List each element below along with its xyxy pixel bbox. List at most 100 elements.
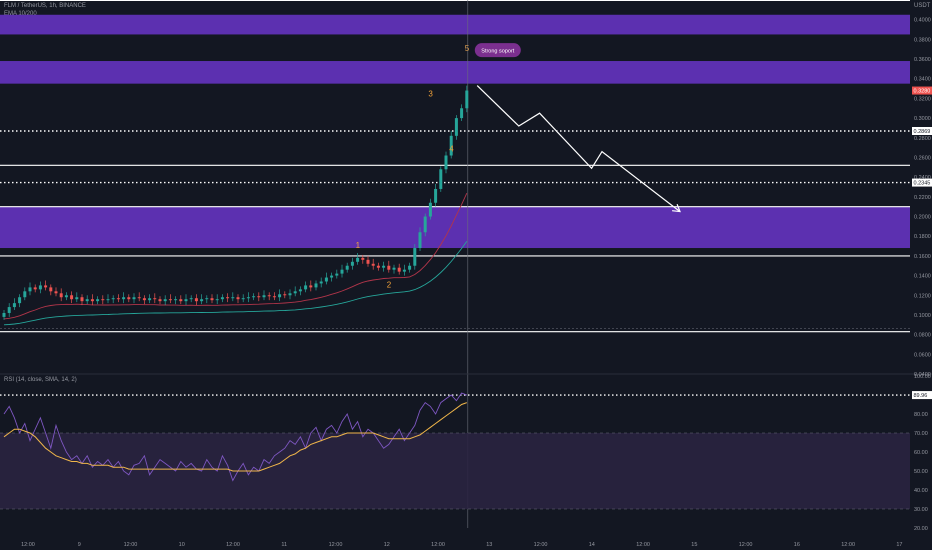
- candle-body: [345, 265, 349, 270]
- price-tick-label: 0.0400: [914, 372, 931, 378]
- time-tick-label: 17: [896, 542, 902, 548]
- candle-body: [454, 118, 458, 136]
- price-tick-label: 0.3200: [914, 96, 931, 102]
- candle-body: [262, 295, 266, 298]
- price-tick-label: 0.1600: [914, 254, 931, 260]
- zone-2: [0, 206, 910, 249]
- candle-body: [314, 283, 318, 288]
- zone-1: [0, 61, 910, 84]
- rsi-value-tag: 89.96: [914, 393, 928, 399]
- rsi-tick-label: 40.00: [914, 488, 928, 494]
- candle-body: [293, 291, 297, 294]
- candle-body: [444, 155, 448, 170]
- candle-body: [449, 135, 453, 156]
- candle-body: [220, 297, 224, 300]
- indicator-label: EMA 10/200: [4, 11, 37, 17]
- candle-body: [184, 299, 188, 302]
- candle-body: [340, 269, 344, 274]
- projection-arrowhead: [672, 203, 681, 213]
- candle-body: [392, 267, 396, 270]
- candle-body: [402, 269, 406, 272]
- price-tick-label: 0.3600: [914, 57, 931, 63]
- rsi-tick-label: 70.00: [914, 431, 928, 437]
- candle-body: [324, 277, 328, 282]
- price-tick-label: 0.0600: [914, 352, 931, 358]
- candle-body: [111, 298, 115, 300]
- rsi-value-tag-bg: [912, 391, 932, 400]
- candle-body: [252, 296, 256, 298]
- candle-body: [371, 263, 375, 266]
- candle-body: [132, 297, 136, 300]
- time-tick-label: 12:00: [431, 542, 445, 548]
- ema-lines: [3, 193, 468, 326]
- candle-body: [309, 285, 313, 288]
- price-tags: 0.3280 0.2869 0.2345 89.96: [912, 86, 932, 400]
- price-tag-0: 0.2869: [914, 129, 931, 135]
- candle-body: [361, 257, 365, 260]
- currency-label: USDT: [914, 3, 931, 9]
- ema-fast-line: [3, 193, 468, 320]
- candle-body: [189, 298, 193, 300]
- rsi-tick-label: 80.00: [914, 412, 928, 418]
- candle-body: [335, 273, 339, 276]
- candle-body: [413, 248, 417, 266]
- candle-body: [298, 289, 302, 292]
- candle-body: [168, 299, 172, 301]
- candle-body: [423, 216, 427, 233]
- rsi-band: [0, 373, 932, 510]
- projection-line: [476, 85, 681, 213]
- candle-body: [85, 299, 89, 302]
- time-tick-label: 10: [179, 542, 185, 548]
- time-tick-label: 12:00: [21, 542, 35, 548]
- candle-body: [75, 297, 79, 300]
- candle-body: [153, 298, 157, 300]
- candle-body: [465, 90, 469, 109]
- candle-body: [215, 299, 219, 301]
- price-tick-label: 0.1800: [914, 234, 931, 240]
- candle-body: [460, 108, 464, 119]
- wave-label-5: 5: [465, 44, 470, 53]
- rsi-tick-label: 60.00: [914, 450, 928, 456]
- projection-path: [476, 85, 681, 213]
- candle-body: [44, 285, 48, 288]
- candles: [2, 85, 469, 320]
- candle-body: [142, 298, 146, 301]
- price-tick-label: 0.3400: [914, 77, 931, 83]
- candle-body: [70, 295, 74, 300]
- candle-body: [59, 293, 63, 298]
- time-tick-label: 12:00: [329, 542, 343, 548]
- rsi-lines: [3, 392, 467, 482]
- price-tick-label: 0.0800: [914, 333, 931, 339]
- candle-body: [90, 299, 94, 302]
- candle-body: [64, 295, 68, 298]
- candle-body: [179, 299, 183, 302]
- candle-body: [163, 299, 167, 302]
- candle-body: [18, 297, 22, 304]
- candle-body: [278, 294, 282, 298]
- price-axis: 0.0400 0.0600 0.0800 0.1000 0.1200 0.1400 0.16…: [914, 18, 931, 532]
- candle-body: [200, 299, 204, 302]
- rsi-ma-line: [3, 402, 467, 472]
- candle-body: [158, 299, 162, 302]
- candle-body: [288, 293, 292, 296]
- candle-body: [28, 287, 32, 292]
- time-tick-label: 14: [589, 542, 595, 548]
- candle-body: [408, 265, 412, 270]
- candle-body: [137, 297, 141, 299]
- price-tag-0-bg: [912, 126, 932, 135]
- candle-body: [283, 294, 287, 296]
- candle-body: [267, 295, 271, 297]
- candle-body: [54, 291, 58, 294]
- candle-body: [38, 285, 42, 290]
- rsi-tick-label: 30.00: [914, 507, 928, 513]
- candle-body: [428, 202, 432, 217]
- price-tick-label: 0.1000: [914, 313, 931, 319]
- candle-body: [387, 265, 391, 270]
- candle-body: [116, 298, 120, 300]
- time-tick-label: 13: [486, 542, 492, 548]
- candle-body: [272, 296, 276, 298]
- candle-body: [246, 297, 250, 299]
- candle-body: [194, 298, 198, 302]
- rsi-line: [3, 392, 467, 482]
